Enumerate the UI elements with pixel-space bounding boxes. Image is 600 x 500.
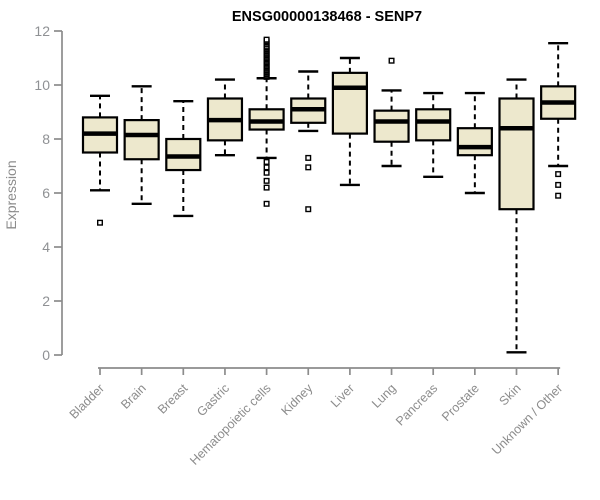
outlier-point [96, 219, 103, 226]
iqr-box [331, 71, 368, 135]
y-tick-label-10: 10 [34, 77, 50, 93]
x-tick-label-bladder: Bladder [67, 381, 107, 421]
iqr-box [415, 108, 452, 142]
box-gastric [206, 78, 244, 157]
box-pancreas [415, 91, 452, 179]
y-tick-label-6: 6 [42, 185, 50, 201]
x-tick-label-gastric: Gastric [194, 381, 232, 419]
iqr-box [123, 118, 160, 161]
box-lung [373, 57, 410, 168]
x-tick-label-brain: Brain [118, 381, 149, 412]
y-tick-label-0: 0 [42, 347, 50, 363]
y-axis: 0 2 4 6 8 10 12 [34, 23, 63, 363]
y-tick-label-12: 12 [34, 23, 50, 39]
y-tick-label-2: 2 [42, 293, 50, 309]
x-tick-label-unknown-other: Unknown / Other [489, 381, 565, 457]
box-bladder [81, 94, 119, 226]
box-unknown-other [540, 41, 577, 199]
box-kidney [290, 70, 327, 213]
box-hematopoietic-cells [248, 36, 285, 207]
outlier-point [305, 206, 312, 213]
iqr-box [373, 109, 410, 143]
outlier-point [263, 200, 270, 207]
y-tick-label-4: 4 [42, 239, 50, 255]
x-tick-label-kidney: Kidney [278, 381, 315, 418]
outlier-point [263, 169, 270, 176]
outlier-point [263, 36, 270, 43]
outlier-point [305, 164, 312, 171]
box-breast [165, 99, 202, 218]
outlier-point [263, 164, 270, 171]
outlier-point [305, 154, 312, 161]
outlier-point [555, 192, 562, 199]
outlier-point [263, 184, 270, 191]
y-tick-label-8: 8 [42, 131, 50, 147]
outlier-point [555, 171, 562, 178]
x-tick-label-pancreas: Pancreas [393, 381, 440, 428]
outlier-point [263, 177, 270, 184]
plot-area [81, 36, 577, 354]
iqr-box [498, 97, 535, 211]
x-tick-label-liver: Liver [328, 381, 357, 410]
outlier-point [555, 181, 562, 188]
x-tick-label-breast: Breast [155, 381, 191, 417]
x-tick-label-skin: Skin [497, 381, 524, 408]
chart-title: ENSG00000138468 - SENP7 [232, 9, 422, 25]
box-liver [331, 56, 368, 187]
x-tick-label-prostate: Prostate [439, 381, 482, 424]
box-skin [498, 78, 535, 354]
box-brain [123, 85, 160, 206]
box-prostate [456, 91, 493, 195]
iqr-box [456, 127, 493, 157]
x-tick-label-lung: Lung [369, 381, 399, 411]
outlier-point [263, 158, 270, 165]
x-tick-label-hematopoietic-cells: Hematopoietic cells [187, 381, 274, 468]
y-axis-label: Expression [3, 160, 19, 229]
outlier-point [388, 57, 395, 64]
